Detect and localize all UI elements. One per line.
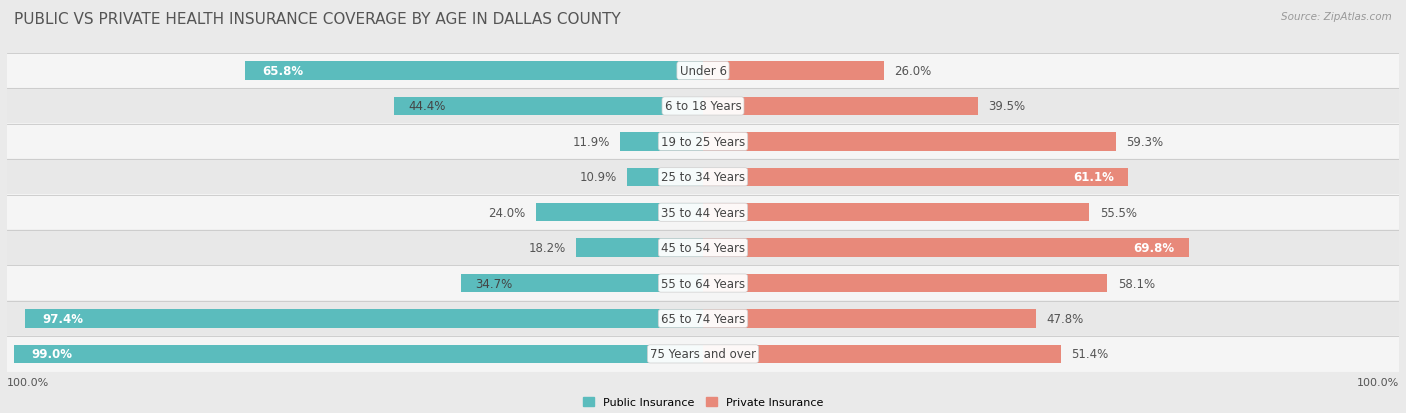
Text: 65.8%: 65.8% (263, 65, 304, 78)
Text: 65 to 74 Years: 65 to 74 Years (661, 312, 745, 325)
Text: 26.0%: 26.0% (894, 65, 932, 78)
Text: 10.9%: 10.9% (579, 171, 617, 184)
Legend: Public Insurance, Private Insurance: Public Insurance, Private Insurance (583, 397, 823, 408)
Text: 11.9%: 11.9% (572, 135, 610, 149)
Bar (245, 62, 703, 81)
Text: Source: ZipAtlas.com: Source: ZipAtlas.com (1281, 12, 1392, 22)
Text: 34.7%: 34.7% (475, 277, 513, 290)
Text: 47.8%: 47.8% (1046, 312, 1084, 325)
Bar (703, 204, 1090, 222)
Bar (620, 133, 703, 151)
Bar (461, 274, 703, 292)
Text: 55 to 64 Years: 55 to 64 Years (661, 277, 745, 290)
Bar (703, 274, 1108, 292)
Bar (536, 204, 703, 222)
Bar (627, 168, 703, 187)
Text: 6 to 18 Years: 6 to 18 Years (665, 100, 741, 113)
FancyBboxPatch shape (7, 159, 1399, 195)
Text: Under 6: Under 6 (679, 65, 727, 78)
FancyBboxPatch shape (7, 53, 1399, 89)
Text: 75 Years and over: 75 Years and over (650, 348, 756, 361)
Bar (25, 309, 703, 328)
Text: PUBLIC VS PRIVATE HEALTH INSURANCE COVERAGE BY AGE IN DALLAS COUNTY: PUBLIC VS PRIVATE HEALTH INSURANCE COVER… (14, 12, 621, 27)
Text: 44.4%: 44.4% (408, 100, 446, 113)
Text: 100.0%: 100.0% (1357, 377, 1399, 387)
FancyBboxPatch shape (7, 89, 1399, 125)
Text: 61.1%: 61.1% (1073, 171, 1115, 184)
Text: 39.5%: 39.5% (988, 100, 1025, 113)
Bar (14, 345, 703, 363)
Text: 24.0%: 24.0% (488, 206, 526, 219)
Bar (703, 133, 1116, 151)
FancyBboxPatch shape (7, 124, 1399, 160)
FancyBboxPatch shape (7, 336, 1399, 372)
Text: 99.0%: 99.0% (31, 348, 72, 361)
FancyBboxPatch shape (7, 195, 1399, 231)
Text: 97.4%: 97.4% (42, 312, 83, 325)
Text: 100.0%: 100.0% (7, 377, 49, 387)
Text: 18.2%: 18.2% (529, 242, 565, 254)
Bar (703, 309, 1036, 328)
Bar (576, 239, 703, 257)
Text: 69.8%: 69.8% (1133, 242, 1175, 254)
Text: 35 to 44 Years: 35 to 44 Years (661, 206, 745, 219)
Bar (703, 97, 979, 116)
Text: 51.4%: 51.4% (1071, 348, 1108, 361)
Bar (394, 97, 703, 116)
Text: 59.3%: 59.3% (1126, 135, 1163, 149)
Bar (703, 345, 1060, 363)
Text: 25 to 34 Years: 25 to 34 Years (661, 171, 745, 184)
FancyBboxPatch shape (7, 301, 1399, 337)
Text: 58.1%: 58.1% (1118, 277, 1154, 290)
Bar (703, 239, 1189, 257)
Text: 45 to 54 Years: 45 to 54 Years (661, 242, 745, 254)
FancyBboxPatch shape (7, 230, 1399, 266)
FancyBboxPatch shape (7, 265, 1399, 301)
Bar (703, 62, 884, 81)
Text: 55.5%: 55.5% (1099, 206, 1136, 219)
Text: 19 to 25 Years: 19 to 25 Years (661, 135, 745, 149)
Bar (703, 168, 1128, 187)
